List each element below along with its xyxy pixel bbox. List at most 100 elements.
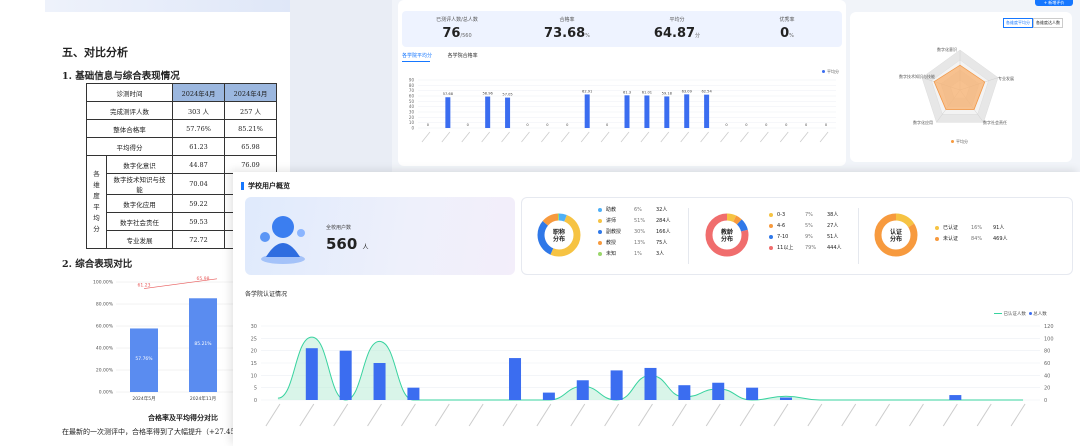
legend-item: 助教 6% 32人: [598, 205, 671, 216]
table-row: 各维度平均分 数字化意识 44.87 76.09: [86, 155, 277, 249]
legend-count: 38人: [827, 212, 839, 218]
table-cell: 平均得分: [86, 137, 173, 156]
x-tick-label: [600, 131, 610, 143]
bar-value-label: 0: [427, 123, 430, 127]
bar: [542, 392, 555, 400]
tab-average-score[interactable]: 各学院平均分: [402, 53, 433, 59]
legend-item: 未知 1% 3人: [598, 249, 671, 260]
legend-percent: 13%: [634, 240, 646, 246]
legend-name: 7-10: [777, 234, 789, 240]
stat-value: 73.68%: [544, 26, 590, 41]
y-tick-label: 20: [251, 349, 257, 355]
legend-item: 4-6 5% 27人: [769, 221, 842, 232]
y-tick-label: 0: [254, 398, 257, 404]
document-header-band: [45, 0, 290, 12]
auth-chart-title: 各学院认证情况: [245, 291, 288, 298]
bar-value-label: 0: [546, 123, 549, 127]
legend-name: 0-3: [777, 212, 786, 218]
section-title: 五、对比分析: [62, 46, 128, 59]
x-tick-label: [942, 403, 958, 427]
toggle-dimension-average[interactable]: 各维度平均分: [1003, 18, 1033, 28]
x-tick-label: [638, 403, 653, 427]
total-users-label: 全校用户数: [326, 225, 352, 231]
table-header-cell: 诊测时间: [86, 83, 173, 102]
bar-value-label: 61.3: [623, 90, 631, 94]
bar-value-label: 0: [526, 123, 529, 127]
add-evaluation-button[interactable]: + 新增评价: [1035, 0, 1073, 6]
legend-percent: 84%: [971, 236, 983, 242]
bar: [305, 348, 318, 400]
active-tab-underline: [402, 61, 430, 62]
bar-value-label: 0: [785, 123, 788, 127]
x-tick-label: [779, 131, 789, 143]
bar-value-label: 57.68: [443, 92, 454, 96]
legend-dot-icon: [598, 240, 602, 245]
college-auth-chart: 30 120 25 100 20 80 15 60 10 40 5 20 0 0: [251, 324, 1054, 427]
x-tick-label: [740, 131, 749, 143]
bar: [505, 97, 511, 128]
donut-center-label: 分布: [721, 235, 733, 243]
bar: [746, 387, 759, 400]
bar-value-label: 0: [745, 123, 748, 127]
y-tick-label: 20.00%: [96, 368, 114, 374]
y-tick-label: 20: [409, 115, 415, 120]
x-tick-label: [976, 403, 992, 427]
legend-dot-icon: [769, 223, 773, 228]
legend-name: 未知: [606, 251, 617, 257]
x-tick-label: [705, 403, 721, 427]
radar-legend: 平均分: [951, 139, 968, 145]
x-tick-label: [799, 131, 809, 143]
x-tick-label: [760, 131, 769, 143]
table-cell: 59.22: [172, 194, 225, 213]
x-tick-label: [570, 403, 586, 427]
bar: [373, 363, 386, 400]
table-cell: 72.72: [172, 230, 225, 249]
table-cell: 57.76%: [172, 119, 225, 138]
bar: [189, 298, 217, 392]
bar: [684, 94, 690, 128]
x-tick-label: [481, 131, 490, 143]
tab-pass-rate[interactable]: 各学院合格率: [447, 53, 478, 59]
chart-legend: 平均分: [822, 69, 839, 75]
legend-count: 32人: [656, 207, 668, 213]
table-cell: 专业发展: [106, 230, 173, 249]
stat-excellent: 优秀率 0%: [732, 11, 842, 41]
y-tick-label: 70: [409, 88, 415, 93]
bar-value-label: 62.54: [701, 90, 712, 94]
legend-item: 0-3 7% 38人: [769, 210, 842, 221]
y-tick-label: 60: [1044, 361, 1050, 367]
table-cell: 数字社会责任: [106, 212, 173, 231]
college-chart-tabs: 各学院平均分 各学院合格率: [402, 52, 492, 62]
stat-tested: 已测评人数/总人数 76/560: [402, 11, 512, 41]
legend-count: 27人: [827, 223, 839, 229]
table-row: 整体合格率 57.76% 85.21%: [86, 119, 277, 138]
table-cell: 数字化应用: [106, 194, 173, 213]
legend-item: 讲师 51% 284人: [598, 216, 671, 227]
legend-dot-icon: [598, 229, 602, 234]
x-tick-label: [720, 131, 729, 143]
bar-value-label: 0: [566, 123, 569, 127]
x-tick-label: [421, 131, 431, 143]
legend-percent: 30%: [634, 229, 646, 235]
donut-center-label: 教龄: [720, 228, 734, 236]
bar-value-label: 85.21%: [194, 341, 212, 347]
radar-series: [933, 64, 986, 110]
toggle-dimension-count[interactable]: 各维度达人数: [1033, 18, 1063, 28]
bar-value-label: 0: [467, 123, 470, 127]
y-tick-label: 0: [411, 126, 414, 131]
x-tick-label: [560, 131, 570, 143]
x-tick-label: [501, 131, 510, 143]
legend-percent: 79%: [805, 245, 817, 251]
y-tick-label: 80: [1044, 349, 1050, 355]
bar-value-label: 0: [765, 123, 768, 127]
bar: [664, 96, 670, 128]
legend-count: 3人: [656, 251, 665, 257]
y-tick-label: 30: [251, 324, 257, 330]
legend-name: 已认证: [943, 225, 959, 231]
table-cell: 76.09: [224, 155, 277, 174]
table-cell: 59.53: [172, 212, 225, 231]
x-tick-label: [541, 131, 550, 143]
x-tick-label: [502, 403, 518, 427]
table-row: 平均得分 61.23 65.98: [86, 137, 277, 156]
